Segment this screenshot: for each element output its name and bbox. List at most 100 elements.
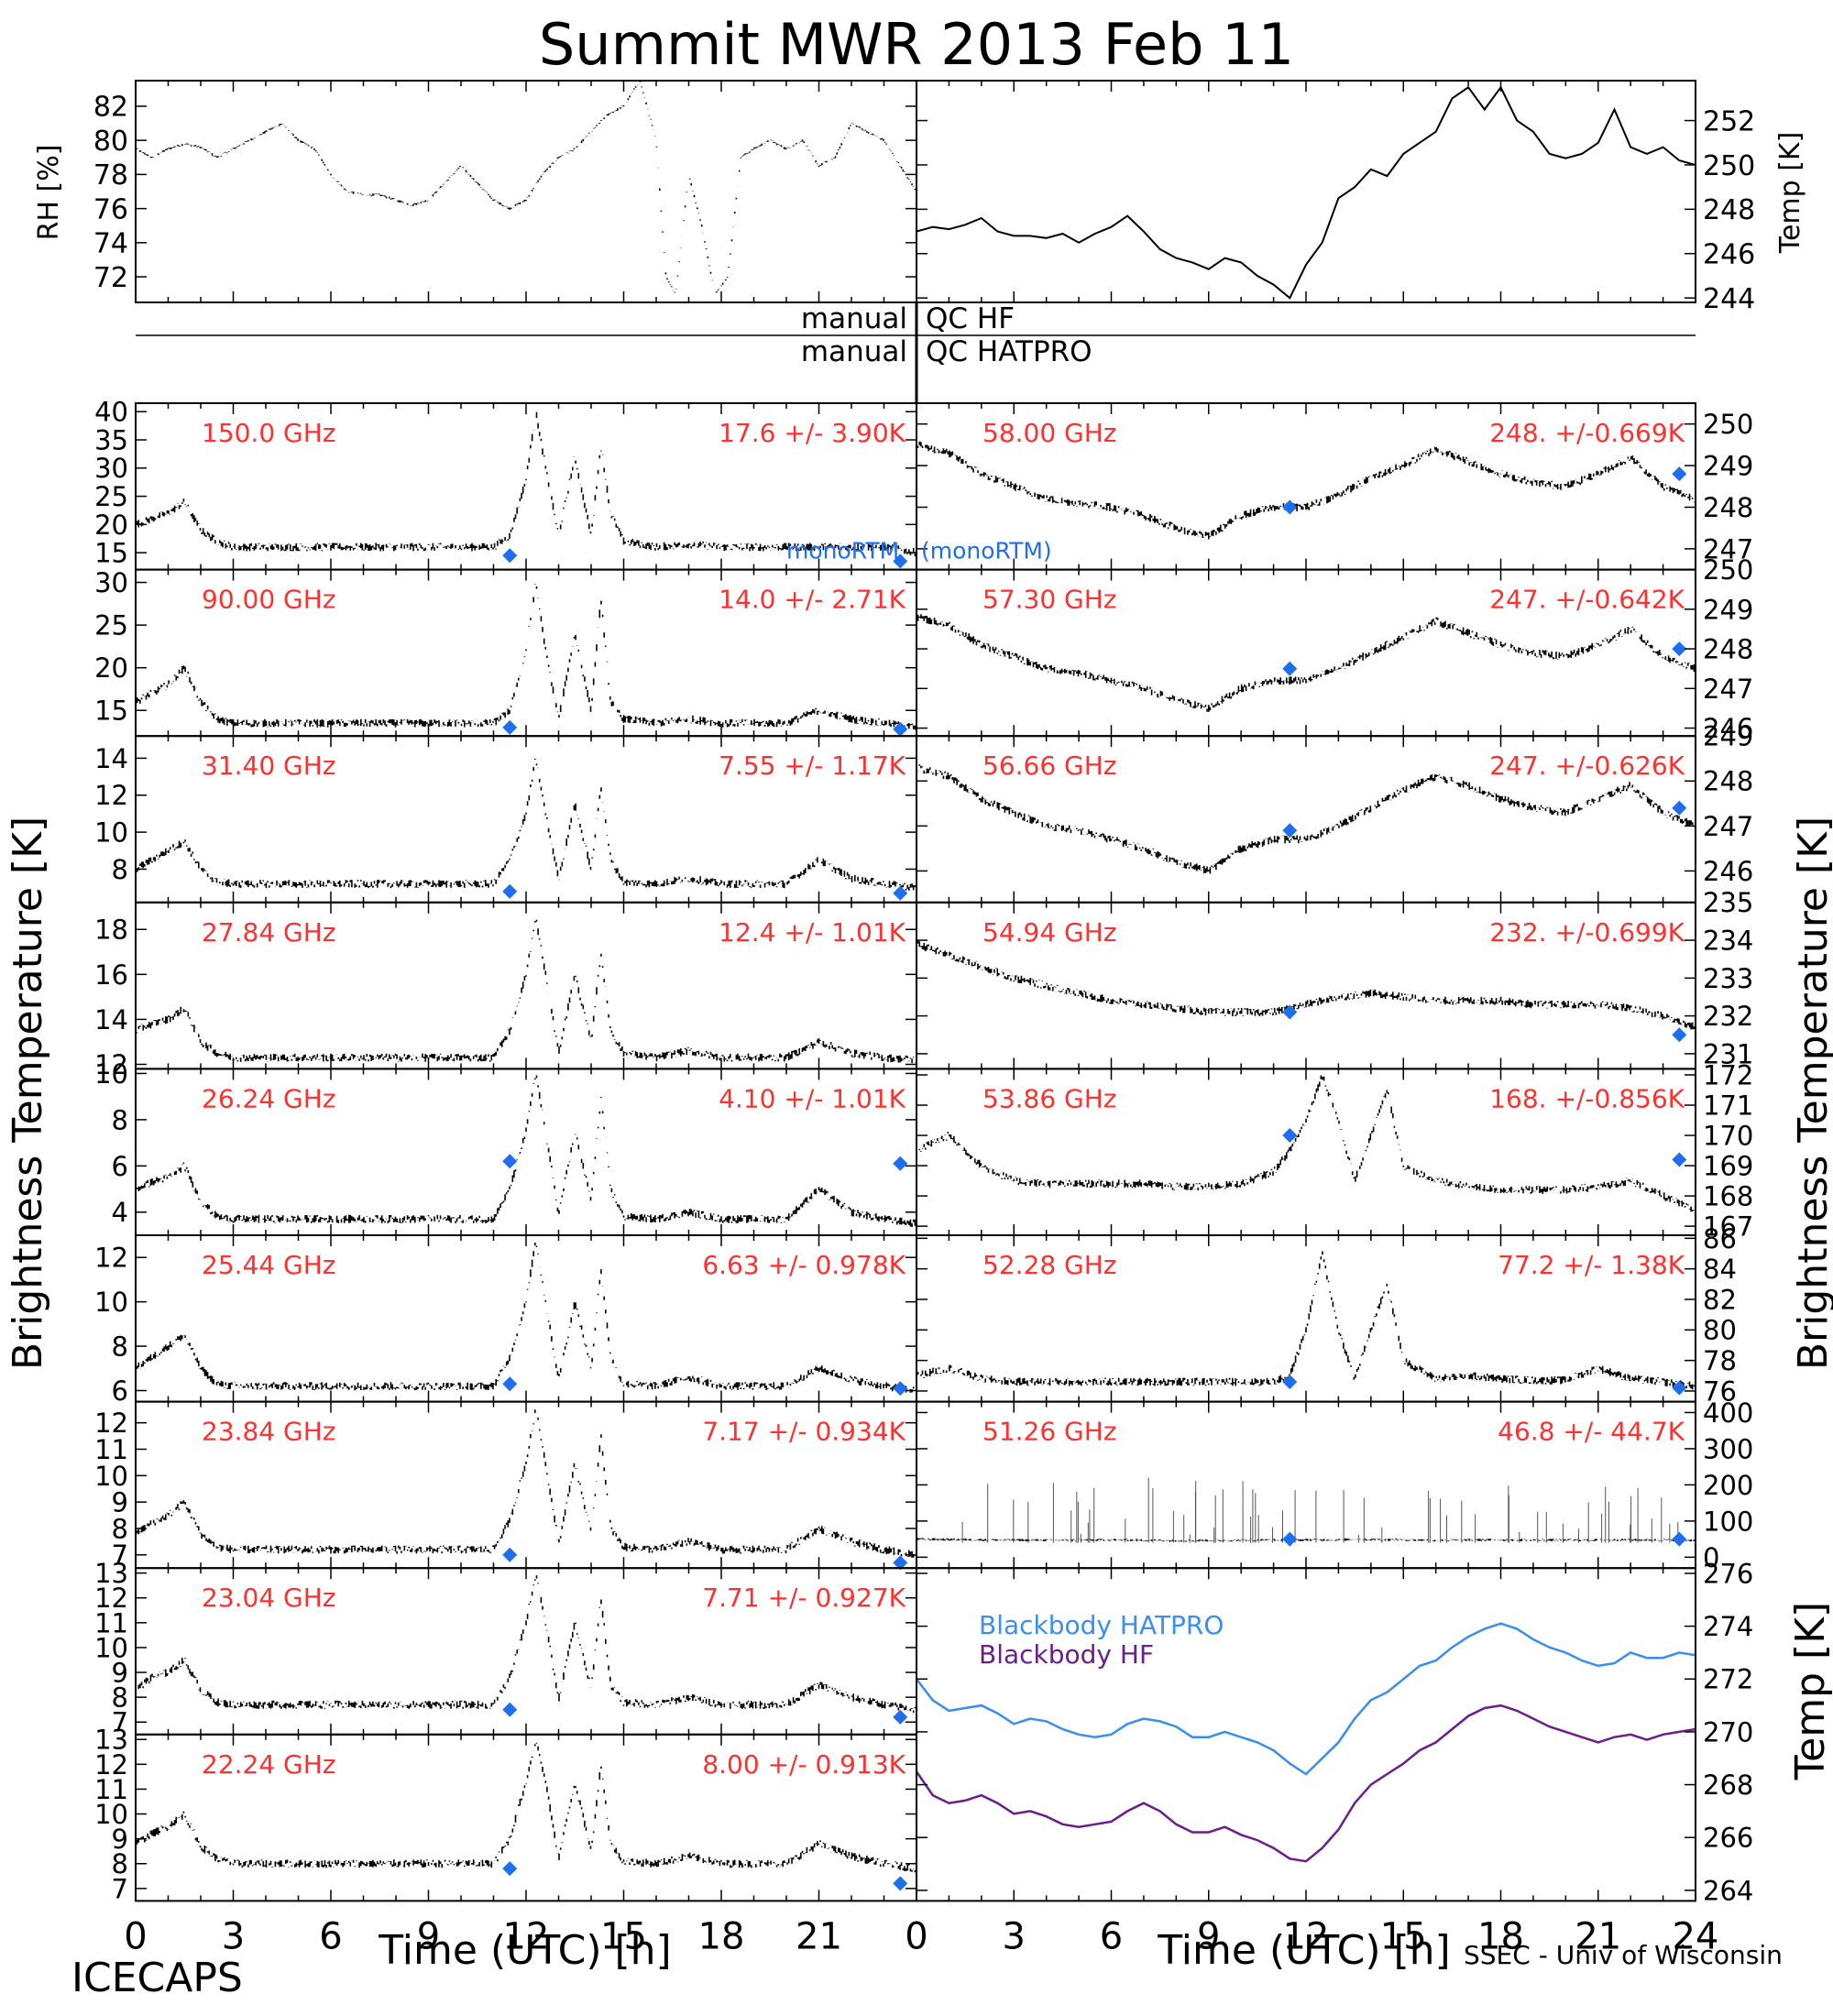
trace-bt5800 <box>916 441 1696 540</box>
channel-label: 53.86 GHz <box>982 1083 1117 1113</box>
y-tick-label: 18 <box>94 915 128 946</box>
panel-bt5494: 231 232 233 234 235 54.94 GHz 232. +/-0.699K <box>916 887 1753 1070</box>
y-tick-label: 233 <box>1703 963 1753 994</box>
trace-bt2784 <box>136 919 916 1064</box>
trace-line-temp_top <box>916 85 1696 300</box>
model-marker <box>502 1702 518 1717</box>
channel-label: 150.0 GHz <box>202 418 336 448</box>
channel-label: 58.00 GHz <box>982 418 1117 448</box>
y-tick-label: 6 <box>112 1151 128 1182</box>
bt-left-axis-label: Brightness Temperature [K] <box>5 816 51 1370</box>
model-marker <box>502 883 518 899</box>
model-marker <box>1282 1374 1298 1389</box>
y-tick-label: 11 <box>94 1774 128 1805</box>
rh-axis-label: RH [%] <box>33 145 65 241</box>
x-tick-label: 15 <box>1380 1915 1427 1957</box>
y-tick-label: 30 <box>94 567 128 598</box>
y-tick-label: 246 <box>1703 856 1753 887</box>
trace-bt5386 <box>916 1075 1696 1214</box>
trace-bt5730 <box>916 614 1696 712</box>
x-tick-label: 24 <box>1673 1915 1719 1957</box>
y-tick-label: 35 <box>94 424 128 455</box>
channel-label: 22.24 GHz <box>202 1749 336 1780</box>
bt-right-axis-label: Brightness Temperature [K] <box>1790 816 1833 1370</box>
panel-bb: 264 266 268 270 272 274 276 Blackbody HATPROBla… <box>905 1558 1753 1957</box>
model-marker <box>502 719 518 735</box>
model-marker <box>1672 1152 1687 1167</box>
y-tick-label: 400 <box>1703 1397 1753 1429</box>
y-tick-label: 235 <box>1703 887 1753 918</box>
model-marker <box>1672 641 1687 657</box>
model-marker <box>1672 800 1687 816</box>
plot-area-bt2624 <box>136 1075 916 1228</box>
y-tick-label: 25 <box>94 610 128 641</box>
trace-bt2544 <box>136 1243 916 1393</box>
y-tick-label: 13 <box>94 1558 128 1589</box>
channel-stat: 6.63 +/- 0.978K <box>702 1250 906 1280</box>
plot-area-bt5730 <box>916 614 1696 712</box>
qc-hf-label: QC HF <box>926 302 1015 335</box>
model-marker <box>1282 1128 1298 1144</box>
y-tick-label: 10 <box>94 1632 128 1663</box>
y-tick-label: 232 <box>1703 1001 1753 1032</box>
y-tick-label: 247 <box>1703 533 1753 564</box>
y-tick-label: 8 <box>112 1848 128 1879</box>
qc-hatpro-manual-label: manual <box>801 335 907 368</box>
channel-label: 26.24 GHz <box>202 1083 336 1113</box>
y-tick-label: 78 <box>1703 1345 1737 1376</box>
y-tick-label: 11 <box>94 1434 128 1465</box>
y-tick-label: 40 <box>94 397 128 428</box>
plot-area-bt2544 <box>136 1243 916 1393</box>
y-tick-label: 272 <box>1703 1664 1753 1695</box>
channel-label: 23.04 GHz <box>202 1583 336 1613</box>
plot-area-bt2224 <box>136 1742 916 1873</box>
y-tick-label: 10 <box>94 1287 128 1318</box>
channel-label: 57.30 GHz <box>982 585 1117 615</box>
y-tick-label: 246 <box>1703 239 1755 271</box>
y-tick-label: 15 <box>94 538 128 569</box>
channel-label: 52.28 GHz <box>982 1250 1117 1280</box>
y-tick-label: 0 <box>1703 1542 1719 1573</box>
panel-bt2784: 12 14 16 18 27.84 GHz 12.4 +/- 1.01K <box>94 901 917 1080</box>
model-marker <box>1672 1531 1687 1547</box>
y-tick-label: 264 <box>1703 1875 1753 1906</box>
channel-stat: 247. +/-0.626K <box>1489 751 1685 781</box>
panel-bt2624: 4 6 8 10 26.24 GHz 4.10 +/- 1.01K <box>94 1058 917 1237</box>
y-tick-label: 8 <box>112 1104 128 1135</box>
y-tick-label: 12 <box>94 1408 128 1439</box>
trace-bt5494 <box>916 940 1696 1030</box>
channel-stat: 12.4 +/- 1.01K <box>719 917 906 948</box>
y-tick-label: 12 <box>94 1243 128 1274</box>
x-tick-label: 0 <box>905 1915 927 1957</box>
y-tick-label: 12 <box>94 1749 128 1780</box>
legend-blackbody-hatpro: Blackbody HATPRO <box>979 1610 1224 1640</box>
monortm-annotation: (monoRTM) <box>921 538 1052 564</box>
channel-stat: 77.2 +/- 1.38K <box>1498 1250 1685 1280</box>
y-tick-label: 13 <box>94 1725 128 1756</box>
channel-label: 56.66 GHz <box>982 751 1117 781</box>
y-tick-label: 248 <box>1703 492 1753 523</box>
trace-bt5666 <box>916 763 1696 874</box>
y-tick-label: 246 <box>1703 713 1753 744</box>
panel-bt90: 15 20 25 30 90.00 GHz 14.0 +/- 2.71K <box>94 567 917 738</box>
x-tick-label: 9 <box>417 1915 440 1957</box>
trace-bt150 <box>136 411 916 557</box>
qc-hatpro-label: QC HATPRO <box>926 335 1092 368</box>
model-marker <box>1672 1380 1687 1396</box>
channel-stat: 168. +/-0.856K <box>1489 1083 1685 1113</box>
y-tick-label: 248 <box>1703 194 1755 226</box>
y-tick-label: 249 <box>1703 594 1753 625</box>
y-tick-label: 10 <box>94 1799 128 1830</box>
x-tick-label: 9 <box>1197 1915 1220 1957</box>
y-tick-label: 86 <box>1703 1223 1737 1255</box>
y-tick-label: 247 <box>1703 674 1753 705</box>
footer-left: ICECAPS <box>71 1955 243 2001</box>
qc-hf-manual-label: manual <box>801 302 907 335</box>
x-tick-label: 21 <box>796 1915 842 1957</box>
model-marker <box>502 1154 518 1169</box>
